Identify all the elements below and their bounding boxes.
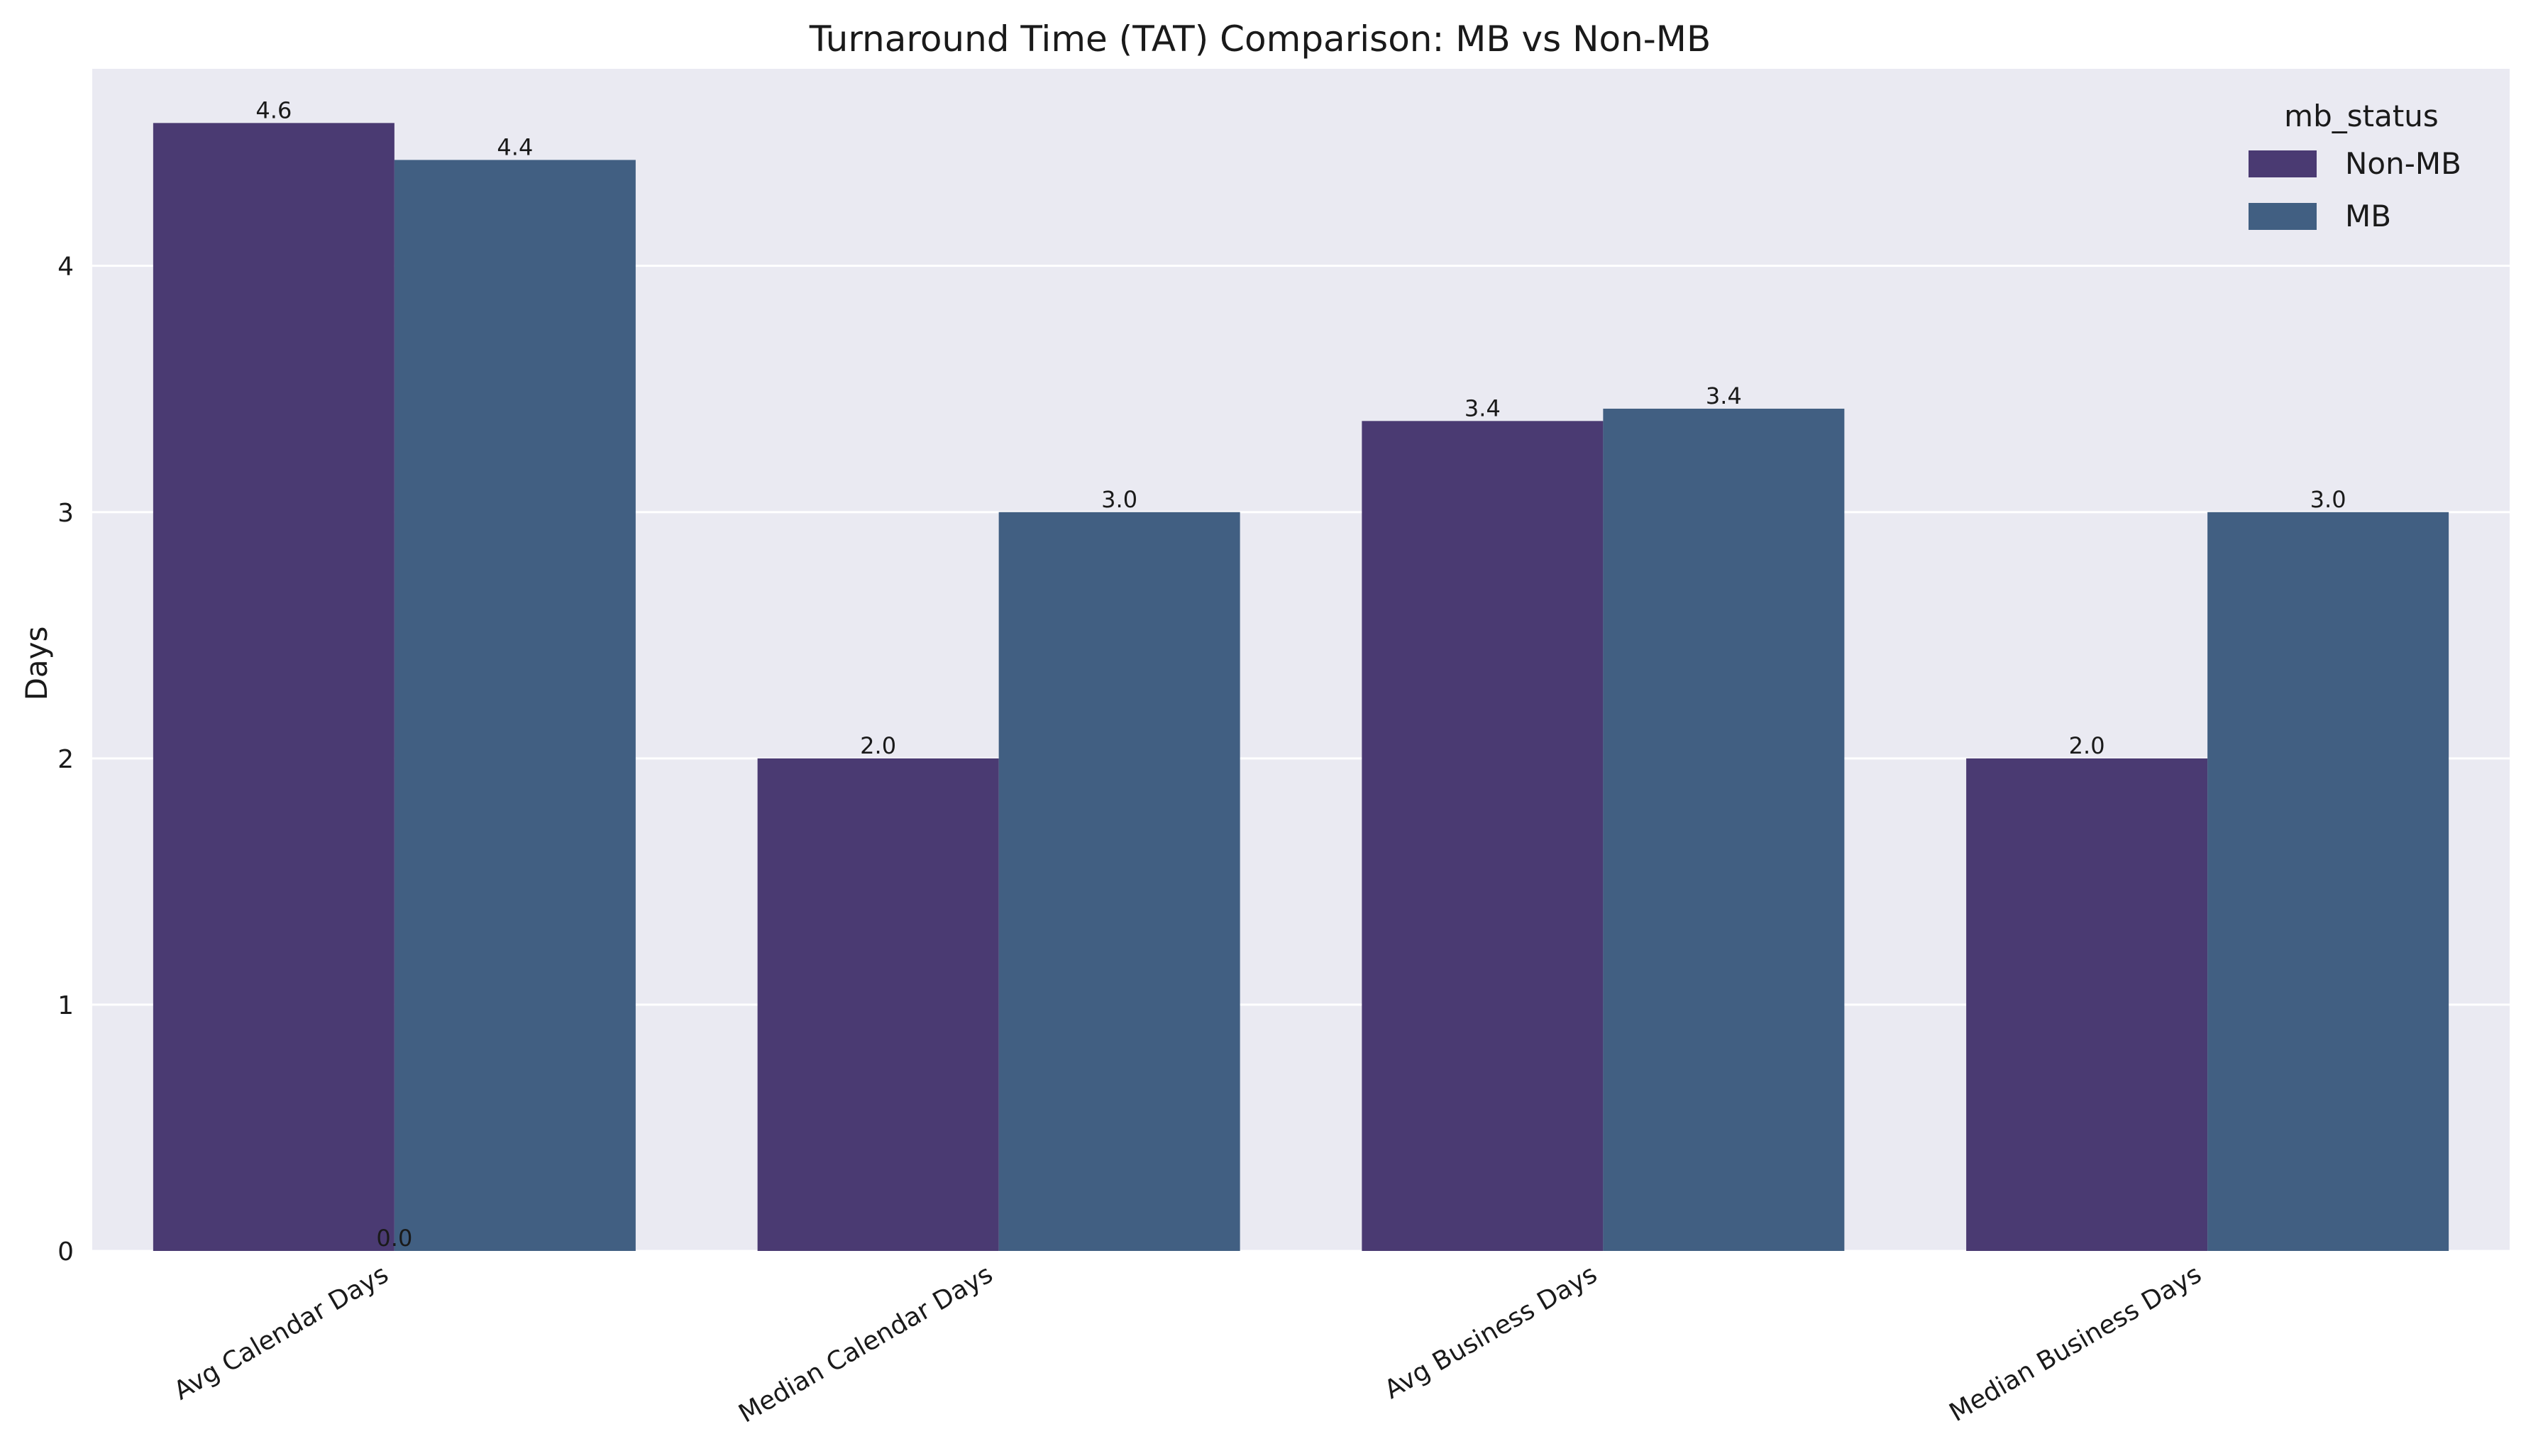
legend-swatch [2249,203,2317,230]
legend-label: MB [2345,199,2391,233]
y-tick-label: 1 [57,991,74,1020]
bar-non-mb [153,123,395,1251]
bar-mb [998,512,1240,1251]
y-tick-label: 0 [57,1237,74,1267]
bar-value-labels: 4.6 4.4 2.0 3.0 3.4 3.4 2.0 3.0 0.0 [255,96,2346,1252]
bar-value-label: 4.6 [255,96,292,123]
legend-title: mb_status [2284,99,2439,133]
bar-value-label: 3.0 [2310,486,2346,513]
bar-mb [1603,408,1845,1251]
legend: mb_status Non-MB MB [2249,99,2461,233]
legend-swatch [2249,150,2317,177]
zero-value-annotation: 0.0 [376,1225,412,1252]
y-tick-label: 4 [57,253,74,282]
chart-title: Turnaround Time (TAT) Comparison: MB vs … [809,18,1711,60]
y-axis: 0 1 2 3 4 [57,253,74,1267]
y-tick-label: 3 [57,499,74,528]
bar-value-label: 3.4 [1706,382,1742,409]
legend-label: Non-MB [2345,146,2461,181]
bar-mb [394,160,636,1251]
bar-value-label: 4.4 [497,133,533,160]
bar-non-mb [1966,758,2208,1251]
bar-value-label: 3.4 [1464,395,1501,421]
y-tick-label: 2 [57,745,74,774]
bar-value-label: 2.0 [860,732,896,759]
bars [153,123,2449,1252]
bar-non-mb [757,758,999,1251]
bar-value-label: 3.0 [1101,486,1137,513]
legend-items: Non-MB MB [2249,146,2461,233]
bar-non-mb [1362,421,1604,1252]
bar-mb [2207,512,2449,1251]
y-axis-label: Days [19,627,54,701]
bar-value-label: 2.0 [2069,732,2105,759]
